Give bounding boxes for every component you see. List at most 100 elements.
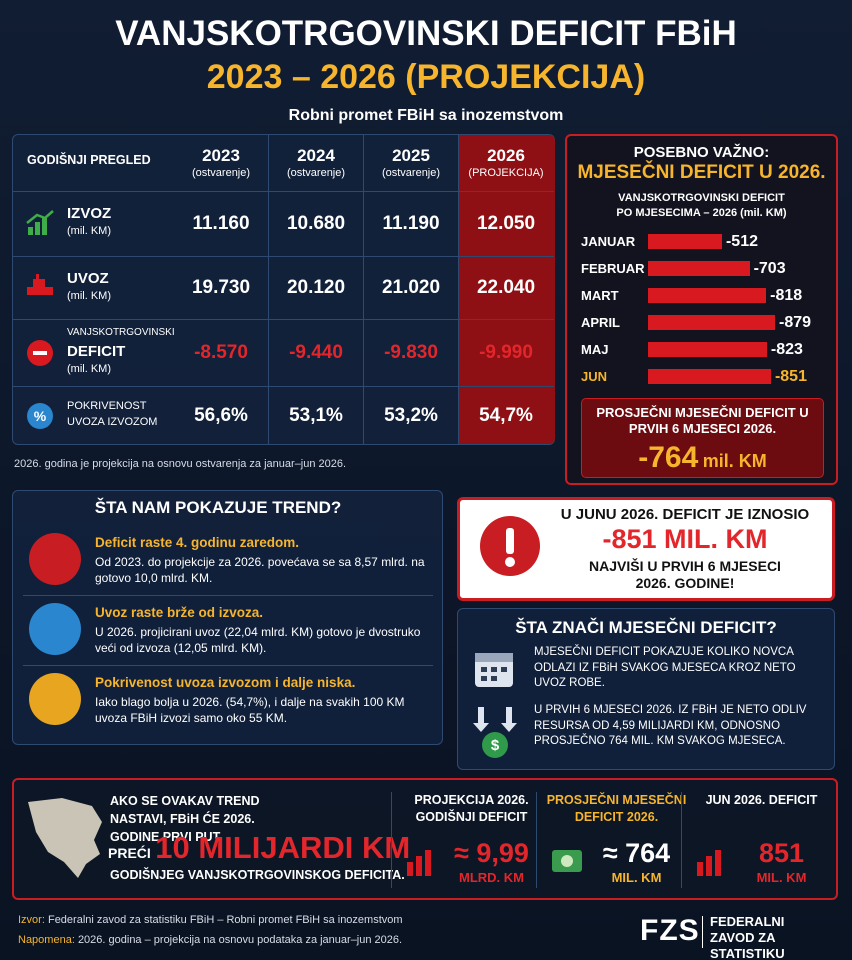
bottom-tail: GODIŠNJEG VANJSKOTRGOVINSKOG DEFICITA. [110, 868, 405, 882]
table-cell: 20.120 [286, 276, 346, 298]
table-cell: 53,1% [289, 404, 343, 426]
svg-text:$: $ [491, 737, 500, 754]
column-year: 2023 [202, 146, 240, 165]
stat-title: PROSJEČNI MJESEČNI DEFICIT 2026. [546, 793, 687, 824]
column-note: (PROJEKCIJA) [468, 167, 544, 179]
column-note: (ostvarenje) [381, 167, 441, 179]
table-cell: 11.160 [192, 212, 250, 234]
trend-divider [23, 595, 433, 596]
table-footnote: 2026. godina je projekcija na osnovu ost… [14, 458, 347, 470]
row-icon-graphic [27, 339, 53, 366]
subtitle: 2023 – 2026 (PROJEKCIJA) [206, 58, 646, 96]
bar-value: -879 [779, 314, 812, 331]
average-box: PROSJEČNI MJESEČNI DEFICIT U PRVIH 6 MJE… [581, 398, 824, 478]
trend-divider [23, 665, 433, 666]
calendar-icon [475, 653, 513, 687]
row-unit: (mil. KM) [67, 363, 111, 375]
trend-icon [29, 533, 81, 585]
row-icon [25, 338, 55, 368]
bottom-verb: PREĆI [108, 845, 151, 861]
kicker: POSEBNO VAŽNO: [633, 144, 770, 161]
month-label: JUN [581, 369, 608, 384]
row-label: UVOZ [67, 270, 109, 287]
bar [648, 288, 767, 303]
row-pre-label: VANJSKOTRGOVINSKI [67, 327, 175, 338]
projection-column [458, 135, 555, 444]
row-divider [13, 191, 554, 192]
monthly-panel: POSEBNO VAŽNO: MJESEČNI DEFICIT U 2026. … [565, 134, 838, 485]
bih-map [28, 798, 102, 878]
row-icon [25, 209, 55, 239]
stat-unit: MLRD. KM [459, 870, 524, 885]
stat-value: ≈ 9,99 [454, 838, 529, 868]
row-unit: (mil. KM) [67, 290, 111, 302]
trend-heading: Pokrivenost uvoza izvozom i dalje niska. [95, 675, 356, 690]
row-divider [13, 256, 554, 257]
month-label: APRIL [581, 315, 620, 330]
meaning-title: ŠTA ZNAČI MJESEČNI DEFICIT? [515, 618, 777, 637]
alert-line2: NAJVIŠI U PRVIH 6 MJESECI 2026. GODINE! [589, 558, 781, 591]
table-cell: -9.440 [289, 341, 343, 363]
note-label: Napomena: [18, 934, 75, 946]
row-icon: % [25, 401, 55, 431]
trend-panel: ŠTA NAM POKAZUJE TREND? Deficit raste 4.… [12, 490, 443, 745]
stat-value: ≈ 764 [602, 838, 671, 868]
row-icon-graphic [27, 273, 53, 295]
column-year: 2024 [297, 146, 335, 165]
table-cell: 11.190 [382, 212, 440, 234]
table-cell: 54,7% [479, 404, 533, 426]
overview-table: GODIŠNJI PREGLED 2023 (ostvarenje) 2024 (ost… [12, 134, 555, 445]
stat-icon [548, 842, 588, 878]
stat-divider [536, 792, 537, 888]
bar-value: -851 [774, 368, 807, 385]
table-cell: 22.040 [476, 276, 536, 298]
bar-value: -703 [753, 260, 786, 277]
column-divider [268, 135, 269, 444]
org: FEDERALNI ZAVOD ZA STATISTIKU [710, 914, 785, 960]
trend-heading: Deficit raste 4. godinu zaredom. [95, 535, 300, 550]
alert-line1: U JUNU 2026. DEFICIT JE IZNOSIO [560, 506, 810, 523]
month-label: FEBRUAR [581, 261, 645, 276]
stat-icon-graphic [407, 850, 431, 876]
row-divider [13, 386, 554, 387]
bar [648, 261, 750, 276]
table-cell: 56,6% [194, 404, 248, 426]
source-label: Izvor: [18, 914, 45, 926]
bar [648, 234, 722, 249]
trend-title: ŠTA NAM POKAZUJE TREND? [94, 498, 342, 517]
alert-value: -851 MIL. KM [602, 524, 768, 554]
row-divider [13, 319, 554, 320]
logo-divider [702, 916, 703, 948]
trend-icon [29, 673, 81, 725]
row-label: DEFICIT [67, 343, 126, 360]
row-icon-graphic [26, 209, 54, 235]
source: Izvor: Federalni zavod za statistiku FBi… [18, 914, 403, 926]
table-cell: -9.990 [479, 341, 533, 363]
table-cell: 10.680 [286, 212, 346, 234]
table-cell: 12.050 [476, 212, 536, 234]
bottom-highlight-row: PREĆI 10 MILIJARDI KM [108, 830, 410, 866]
note-text: 2026. godina – projekcija na osnovu poda… [77, 934, 403, 946]
table-cell: -8.570 [194, 341, 248, 363]
average-value: -764 [638, 441, 699, 474]
trend-text: Od 2023. do projekcije za 2026. povećava… [95, 555, 425, 585]
average-label: PROSJEČNI MJESEČNI DEFICIT U PRVIH 6 MJE… [596, 405, 809, 436]
stat-icon [693, 842, 733, 878]
bar-value: -823 [770, 341, 803, 358]
stat-divider [681, 792, 682, 888]
row-icon-graphic: % [27, 402, 53, 429]
table-cell: 53,2% [384, 404, 438, 426]
logo: FZS [640, 914, 700, 947]
stat-unit: MIL. KM [756, 870, 807, 885]
bar-value: -818 [770, 287, 803, 304]
title: VANJSKOTRGOVINSKI DEFICIT FBiH [115, 14, 737, 53]
row-label: IZVOZ [67, 205, 112, 222]
stat-title: JUN 2026. DEFICIT [705, 793, 818, 807]
column-divider [363, 135, 364, 444]
trend-text: Iako blago bolja u 2026. (54,7%), i dalj… [95, 695, 405, 725]
bar [648, 369, 771, 384]
stat-divider [391, 792, 392, 888]
stat-icon-graphic [552, 850, 582, 872]
stat-title: PROJEKCIJA 2026. GODIŠNJI DEFICIT [414, 793, 529, 824]
trend-icon [29, 603, 81, 655]
